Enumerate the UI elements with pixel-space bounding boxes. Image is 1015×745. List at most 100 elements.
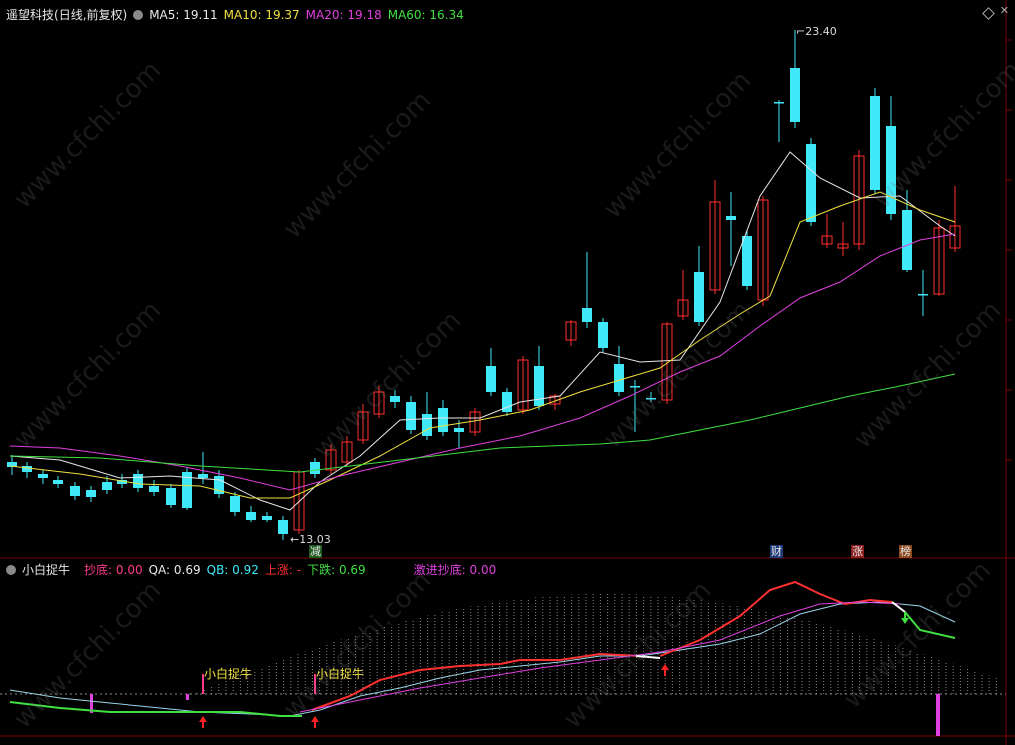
candle-body xyxy=(230,496,240,512)
candle xyxy=(373,386,385,418)
candle xyxy=(918,270,928,316)
candle xyxy=(22,462,32,478)
white-segment xyxy=(891,601,906,613)
red-line xyxy=(659,580,893,657)
candle xyxy=(790,30,800,128)
candle xyxy=(182,468,192,510)
candle xyxy=(357,404,369,444)
candle xyxy=(677,270,689,320)
candle xyxy=(694,246,704,326)
candle xyxy=(310,458,320,478)
indicator-name[interactable]: 小白捉牛 xyxy=(22,563,71,577)
candle-body xyxy=(646,398,656,400)
chart-mode[interactable]: (日线,前复权) xyxy=(54,8,128,22)
candle xyxy=(422,392,432,440)
candle-body xyxy=(38,474,48,478)
candle xyxy=(38,470,48,484)
green-line xyxy=(904,611,956,639)
candle xyxy=(806,138,816,226)
candle-body xyxy=(806,144,816,222)
candle-body xyxy=(182,472,192,508)
candle-body xyxy=(198,474,208,478)
main-chart-header: 遥望科技(日线,前复权) MA5: 19.11 MA10: 19.37 MA20: 1… xyxy=(6,7,470,23)
stock-name[interactable]: 遥望科技 xyxy=(6,8,55,22)
candle-body xyxy=(630,386,640,388)
candle-body xyxy=(502,392,512,412)
up-arrow-icon xyxy=(661,664,669,676)
high-price-label: ⌐23.40 xyxy=(796,25,837,38)
candle xyxy=(86,486,96,502)
candle-body xyxy=(102,482,112,490)
candle-body xyxy=(549,395,561,405)
candle-body xyxy=(742,236,752,286)
indicator-bar-magenta xyxy=(186,694,189,700)
candle xyxy=(390,390,400,408)
candle-body xyxy=(454,428,464,432)
candle-body xyxy=(534,366,544,406)
ma60-line xyxy=(9,373,956,473)
ma20-line xyxy=(9,233,956,491)
signal-label: 小白捉牛 xyxy=(316,667,365,681)
candle-body xyxy=(278,520,288,534)
candle-body xyxy=(22,466,32,472)
event-tag-reduce[interactable]: 减 xyxy=(309,545,322,558)
candle xyxy=(53,476,63,488)
candle xyxy=(949,186,961,252)
candle-body xyxy=(902,210,912,270)
candle xyxy=(230,492,240,516)
event-tag-rise[interactable]: 涨 xyxy=(851,545,864,558)
ma5-value: MA5: 19.11 xyxy=(149,8,218,22)
candle-body xyxy=(86,490,96,497)
candle-body xyxy=(677,299,689,317)
candle xyxy=(486,348,496,396)
candle-body xyxy=(325,449,337,471)
ma10-value: MA10: 19.37 xyxy=(223,8,300,22)
candle-body xyxy=(438,408,448,432)
candle xyxy=(742,230,752,290)
indicator-chaodi: 抄底: 0.00 xyxy=(84,563,143,577)
candle-body xyxy=(310,462,320,474)
candle-body xyxy=(709,201,721,291)
candle xyxy=(246,506,256,522)
indicator-shangzhang: 上涨: - xyxy=(264,563,302,577)
candle-body xyxy=(166,488,176,505)
white-segment xyxy=(635,655,661,659)
moving-average-lines xyxy=(9,151,956,511)
event-tag-finance[interactable]: 财 xyxy=(770,545,783,558)
candle xyxy=(870,88,880,194)
candle-body xyxy=(870,96,880,190)
candle-body xyxy=(486,366,496,392)
up-arrow-icon xyxy=(311,716,319,728)
settings-circle-icon[interactable] xyxy=(133,10,144,20)
candle xyxy=(454,420,464,448)
candle xyxy=(630,380,640,432)
settings-circle-icon[interactable] xyxy=(6,565,16,575)
event-tag-rank[interactable]: 榜 xyxy=(899,545,912,558)
ma10-line xyxy=(9,191,956,499)
candle xyxy=(214,470,224,498)
indicator-series xyxy=(9,580,997,736)
candle xyxy=(7,455,17,475)
candle xyxy=(262,512,272,522)
candle xyxy=(774,100,784,142)
candle xyxy=(709,180,721,294)
candle xyxy=(598,318,608,352)
candle-body xyxy=(262,516,272,520)
red-line xyxy=(311,652,641,711)
close-icon[interactable]: ✕ xyxy=(999,4,1009,17)
ma20-value: MA20: 19.18 xyxy=(305,8,382,22)
green-line xyxy=(9,701,302,717)
candle-body xyxy=(246,512,256,520)
candle-body xyxy=(117,480,127,484)
candle xyxy=(70,482,80,500)
candle-body xyxy=(53,480,63,484)
candle-body xyxy=(565,321,577,341)
candle xyxy=(166,484,176,508)
candle-body xyxy=(790,68,800,122)
candle-body xyxy=(933,227,945,295)
candle xyxy=(582,252,592,328)
candle-body xyxy=(598,322,608,348)
indicator-bar-magenta xyxy=(90,694,93,713)
up-arrow-icon xyxy=(199,716,207,728)
